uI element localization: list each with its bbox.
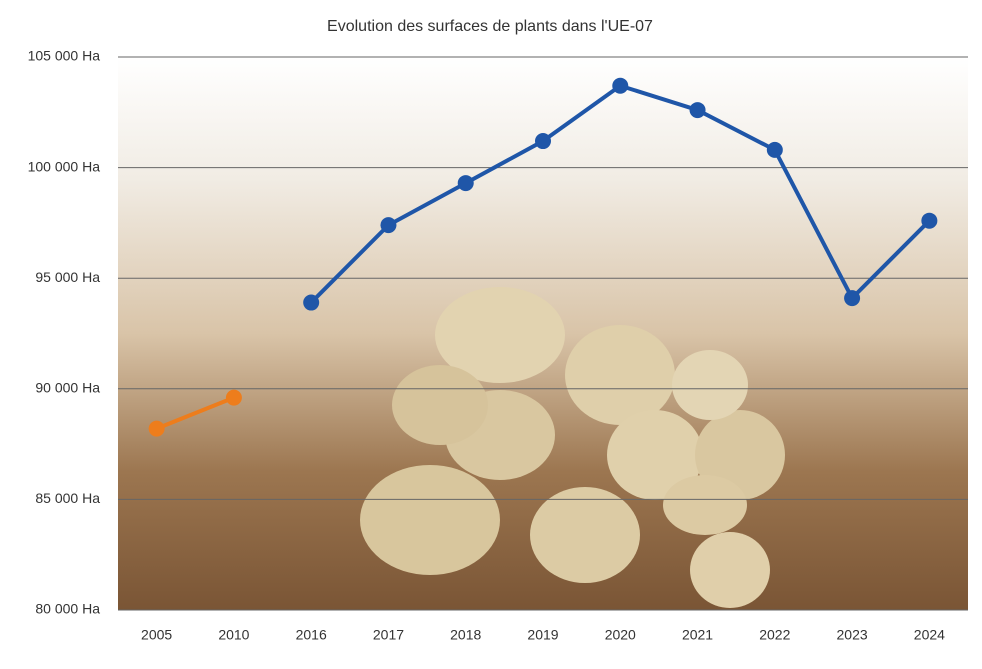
x-tick-label: 2021 xyxy=(682,627,713,643)
y-tick-label: 85 000 Ha xyxy=(35,490,100,506)
marker xyxy=(689,102,706,119)
marker xyxy=(844,290,861,307)
x-tick-label: 2022 xyxy=(759,627,790,643)
x-tick-label: 2023 xyxy=(837,627,868,643)
x-tick-label: 2010 xyxy=(218,627,249,643)
marker xyxy=(612,77,629,94)
line xyxy=(155,395,235,431)
marker xyxy=(380,217,397,234)
marker xyxy=(457,175,474,192)
y-tick-label: 100 000 Ha xyxy=(28,158,101,174)
x-tick-label: 2018 xyxy=(450,627,481,643)
x-tick-label: 2024 xyxy=(914,627,945,643)
x-tick-label: 2020 xyxy=(605,627,636,643)
y-tick-label: 80 000 Ha xyxy=(35,601,100,617)
chart-title: Evolution des surfaces de plants dans l'… xyxy=(327,18,653,35)
marker xyxy=(303,294,320,311)
x-tick-label: 2017 xyxy=(373,627,404,643)
marker xyxy=(148,420,165,437)
x-tick-label: 2005 xyxy=(141,627,172,643)
y-tick-label: 95 000 Ha xyxy=(35,269,100,285)
y-tick-label: 105 000 Ha xyxy=(28,48,101,64)
marker xyxy=(766,141,783,158)
x-tick-label: 2019 xyxy=(527,627,558,643)
marker xyxy=(225,389,242,406)
y-tick-label: 90 000 Ha xyxy=(35,380,100,396)
background-photo xyxy=(118,57,968,610)
x-tick-label: 2016 xyxy=(296,627,327,643)
marker xyxy=(535,133,551,150)
marker xyxy=(921,212,938,229)
